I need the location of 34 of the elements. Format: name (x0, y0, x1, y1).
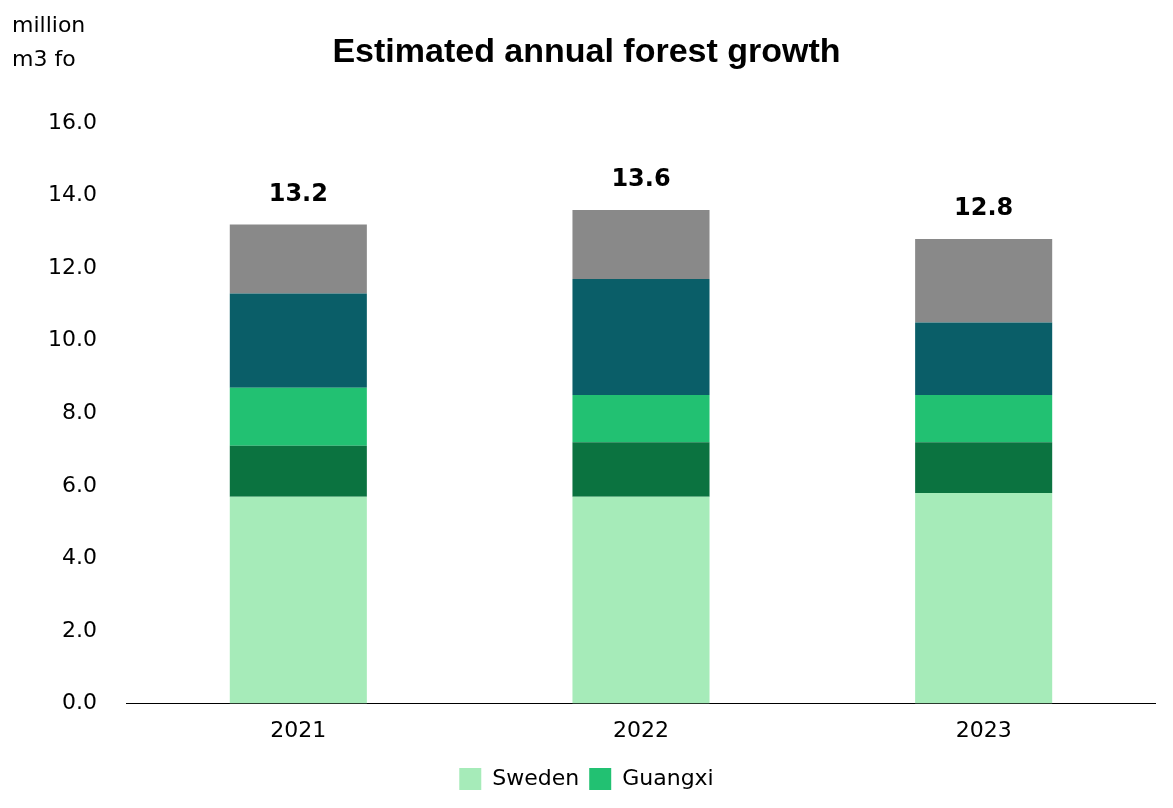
y-tick-label: 0.0 (61, 689, 97, 715)
y-tick-label: 4.0 (61, 544, 97, 570)
bar (572, 395, 710, 443)
y-tick-label: 10.0 (48, 326, 97, 352)
bar (572, 209, 710, 279)
bar (915, 238, 1053, 323)
bar (915, 493, 1053, 704)
total-label: 13.6 (611, 164, 671, 193)
y-tick-label: 16.0 (48, 108, 97, 134)
bar (915, 442, 1053, 494)
bar (229, 293, 367, 388)
y-tick-label: 2.0 (61, 616, 97, 642)
y-axis-title: million m3 fo (12, 11, 87, 73)
x-tick-label: 2021 (270, 716, 327, 742)
bar (229, 445, 367, 497)
x-tick-label: 2023 (955, 716, 1012, 742)
legend-label: Guangxi (622, 764, 714, 790)
bar (229, 224, 367, 294)
total-label: 13.2 (268, 178, 328, 207)
total-label: 12.8 (954, 193, 1014, 222)
y-tick-label: 12.0 (48, 253, 97, 279)
y-tick-label: 6.0 (61, 471, 97, 497)
chart-title: Estimated annual forest growth (332, 30, 841, 69)
bar (572, 278, 710, 396)
bar (572, 442, 710, 497)
y-tick-label: 8.0 (61, 398, 97, 424)
bar (915, 322, 1053, 396)
bar (229, 387, 367, 446)
y-tick-label: 14.0 (48, 181, 97, 207)
bar (229, 496, 367, 704)
bar (915, 395, 1053, 443)
x-tick-label: 2022 (612, 716, 669, 742)
legend-label: Sweden (492, 764, 580, 790)
bar (572, 496, 710, 704)
